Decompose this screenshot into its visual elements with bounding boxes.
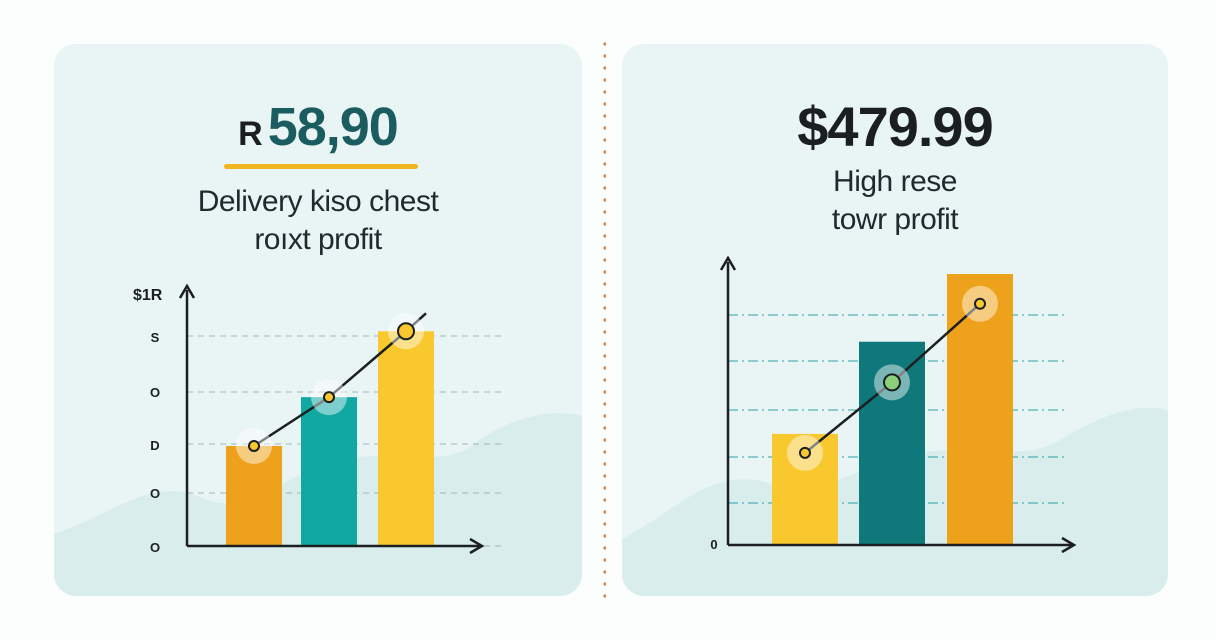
bar (301, 397, 357, 546)
bar (378, 331, 434, 546)
trend-point (974, 297, 986, 310)
right-headline: $479.99 (797, 95, 993, 158)
left-subtitle: Delivery kiso chest roıxt profit (54, 183, 582, 259)
y-tick-label: D (150, 438, 159, 453)
left-bar-chart: S O D O O $1R (54, 283, 582, 596)
headline-underline (224, 164, 418, 169)
y-axis-label: $1R (133, 287, 163, 304)
y-tick-label: O (150, 540, 160, 555)
bar (947, 274, 1013, 545)
right-card: $479.99 High rese towr profit 0 (622, 44, 1168, 596)
left-headline: R 58,90 (54, 96, 582, 158)
left-card: R 58,90 Delivery kiso chest roıxt profit … (54, 44, 582, 596)
trend-point (799, 446, 811, 459)
left-headline-value: 58,90 (267, 97, 399, 157)
y-axis-arrow (178, 283, 196, 299)
right-subtitle-line2: towr profit (831, 203, 959, 236)
left-subtitle-line2: roıxt profit (254, 223, 382, 256)
trend-line (253, 312, 427, 448)
y-axis-arrow (719, 255, 737, 271)
bar (226, 445, 282, 546)
trend-point (248, 439, 260, 452)
trend-point (883, 373, 901, 392)
y-tick-label: O (150, 385, 160, 400)
left-subtitle-line1: Delivery kiso chest (197, 185, 439, 218)
right-bar-chart: 0 (622, 255, 1168, 596)
x-axis-arrow (469, 537, 485, 555)
trend-point (397, 322, 415, 341)
trend-point (323, 391, 335, 404)
y-tick-label: 0 (710, 537, 717, 552)
left-headline-prefix: R (238, 115, 263, 153)
y-tick-label: S (151, 330, 160, 345)
right-subtitle-line1: High rese (833, 165, 957, 198)
right-subtitle: High rese towr profit (622, 163, 1168, 239)
y-tick-label: O (150, 486, 160, 501)
x-axis-arrow (1061, 536, 1077, 554)
panel-divider (603, 38, 606, 598)
